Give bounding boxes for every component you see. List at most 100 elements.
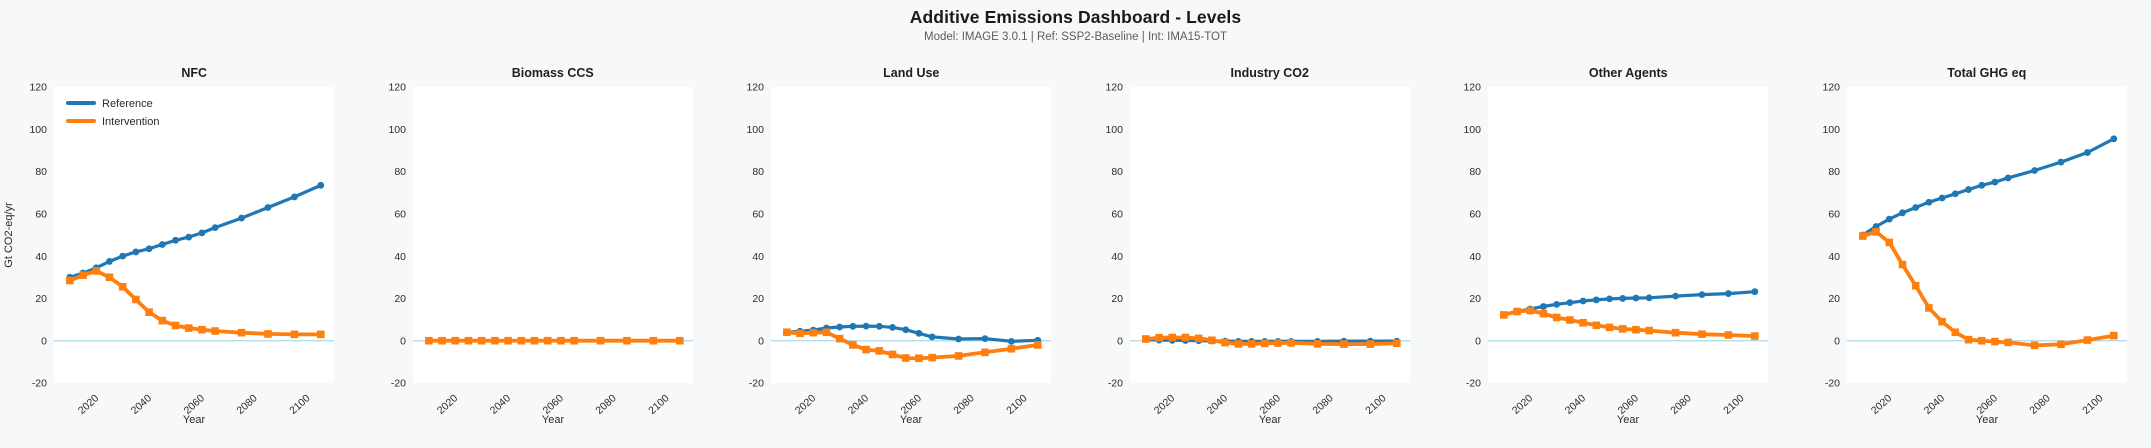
series-intervention-marker: [1579, 318, 1587, 327]
x-axis-tick-label: 2040: [1204, 392, 1230, 417]
y-axis-tick-label: 40: [394, 251, 406, 263]
series-reference-marker: [106, 258, 113, 265]
series-intervention-marker: [1033, 341, 1042, 349]
series-reference-marker: [238, 214, 245, 222]
x-axis-tick-label: 2080: [1310, 392, 1336, 417]
series-intervention-marker: [1526, 306, 1535, 315]
series-reference-marker: [1977, 181, 1985, 189]
plot-area: [412, 87, 693, 383]
series-intervention-marker: [1871, 228, 1880, 236]
y-axis-label: Gt CO2-eq/yr: [3, 202, 15, 268]
chart-title-other-agents: Other Agents: [1588, 66, 1668, 80]
legend-label-reference: Reference: [102, 98, 153, 110]
y-axis-tick-label: 60: [1111, 209, 1123, 221]
series-intervention-marker: [783, 328, 791, 337]
y-axis-tick-label: 0: [758, 335, 764, 347]
series-intervention-marker: [92, 267, 101, 275]
series-intervention-marker: [105, 273, 114, 282]
series-intervention-marker: [1964, 335, 1972, 344]
series-intervention-marker: [875, 347, 884, 355]
series-intervention-marker: [1911, 281, 1919, 290]
series-intervention-marker: [1273, 339, 1282, 347]
series-intervention-marker: [1260, 339, 1269, 348]
x-axis-tick-label: 2080: [1668, 392, 1694, 417]
y-axis-tick-label: 80: [1828, 166, 1840, 178]
series-intervention-marker: [530, 336, 538, 345]
x-axis-tick-label: 2080: [2027, 392, 2053, 417]
page-title: Additive Emissions Dashboard - Levels: [909, 7, 1242, 27]
x-axis-tick-label: 2040: [846, 392, 872, 417]
plot-area: [1129, 87, 1410, 383]
series-reference-marker: [172, 236, 179, 244]
y-axis-tick-label: 20: [1111, 293, 1123, 305]
series-reference-marker: [2004, 174, 2012, 182]
series-intervention-marker: [2003, 338, 2012, 347]
series-intervention-marker: [118, 283, 127, 291]
series-intervention-marker: [132, 295, 140, 304]
series-intervention-marker: [649, 336, 657, 345]
series-reference-marker: [1938, 194, 1945, 202]
series-intervention-marker: [517, 336, 525, 345]
series-reference-marker: [185, 233, 193, 241]
series-reference-marker: [198, 229, 206, 237]
series-intervention-marker: [437, 336, 446, 345]
series-reference-marker: [264, 204, 272, 211]
series-intervention-marker: [809, 328, 818, 337]
series-intervention-marker: [79, 271, 87, 279]
series-reference-marker: [1672, 292, 1679, 300]
series-intervention-marker: [1750, 332, 1759, 340]
series-intervention-marker: [596, 336, 604, 345]
x-axis-label: Year: [183, 414, 206, 426]
dashboard-header: Additive Emissions Dashboard - Levels Mo…: [0, 0, 2151, 55]
x-axis-tick-label: 2100: [287, 392, 313, 417]
series-reference-line: [68, 183, 323, 279]
series-intervention-marker: [888, 350, 897, 359]
chart-panel-total-ghg-eq: Total GHG eq -20 0 20 40 60 80 100 120 2020 2040 20…: [1793, 55, 2151, 433]
y-axis-tick-label: 100: [1822, 124, 1840, 136]
x-axis-tick-label: 2100: [646, 392, 672, 417]
y-axis-tick-label: -20: [32, 378, 47, 390]
series-reference-marker: [849, 322, 857, 330]
y-axis-tick-label: 40: [752, 251, 764, 263]
series-reference-marker: [915, 329, 923, 337]
series-reference-marker: [1540, 303, 1547, 310]
series-reference-marker: [1645, 294, 1653, 302]
series-intervention-marker: [1247, 340, 1255, 348]
chart-title-total-ghg-eq: Total GHG eq: [1947, 66, 2027, 80]
y-axis-tick-label: 120: [1105, 82, 1123, 94]
series-intervention-marker: [1220, 338, 1229, 347]
chart-title-biomass-ccs: Biomass CCS: [511, 66, 594, 80]
series-intervention-marker: [290, 330, 299, 339]
series-reference-marker: [2030, 167, 2038, 174]
series-reference-line: [1860, 137, 2115, 237]
x-axis-tick-label: 2100: [1363, 392, 1389, 417]
chart-panel-nfc: NFC -20 0 20 40 60 80 100 120 2020 2040 2060 2080 210…: [0, 55, 359, 433]
series-reference-marker: [1698, 291, 1706, 299]
series-intervention-marker: [954, 352, 963, 360]
series-intervention-marker: [862, 345, 870, 354]
series-reference-marker: [1632, 294, 1640, 302]
series-reference-marker: [836, 323, 844, 331]
series-reference-marker: [1619, 295, 1627, 302]
series-intervention-marker: [1977, 336, 1986, 345]
series-intervention-marker: [171, 321, 180, 330]
series-intervention-line: [67, 268, 323, 337]
series-intervention-marker: [622, 336, 631, 345]
x-axis-tick-label: 2080: [951, 392, 977, 417]
series-reference-marker: [1964, 186, 1972, 193]
y-axis-tick-label: -20: [1824, 378, 1839, 390]
y-axis-tick-label: -20: [749, 378, 764, 390]
x-axis-tick-label: 2020: [1151, 392, 1177, 417]
series-intervention-marker: [928, 353, 936, 362]
series-reference-marker: [875, 322, 883, 330]
x-axis-label: Year: [1258, 414, 1281, 426]
x-axis-tick-label: 2040: [1563, 392, 1589, 417]
series-reference-marker: [290, 193, 298, 201]
series-reference-marker: [2109, 135, 2117, 143]
chart-title-land-use: Land Use: [883, 66, 940, 80]
series-intervention-marker: [198, 325, 206, 334]
y-axis-tick-label: 80: [1469, 166, 1481, 178]
charts-row: NFC -20 0 20 40 60 80 100 120 2020 2040 2060 2080 210…: [0, 55, 2151, 433]
